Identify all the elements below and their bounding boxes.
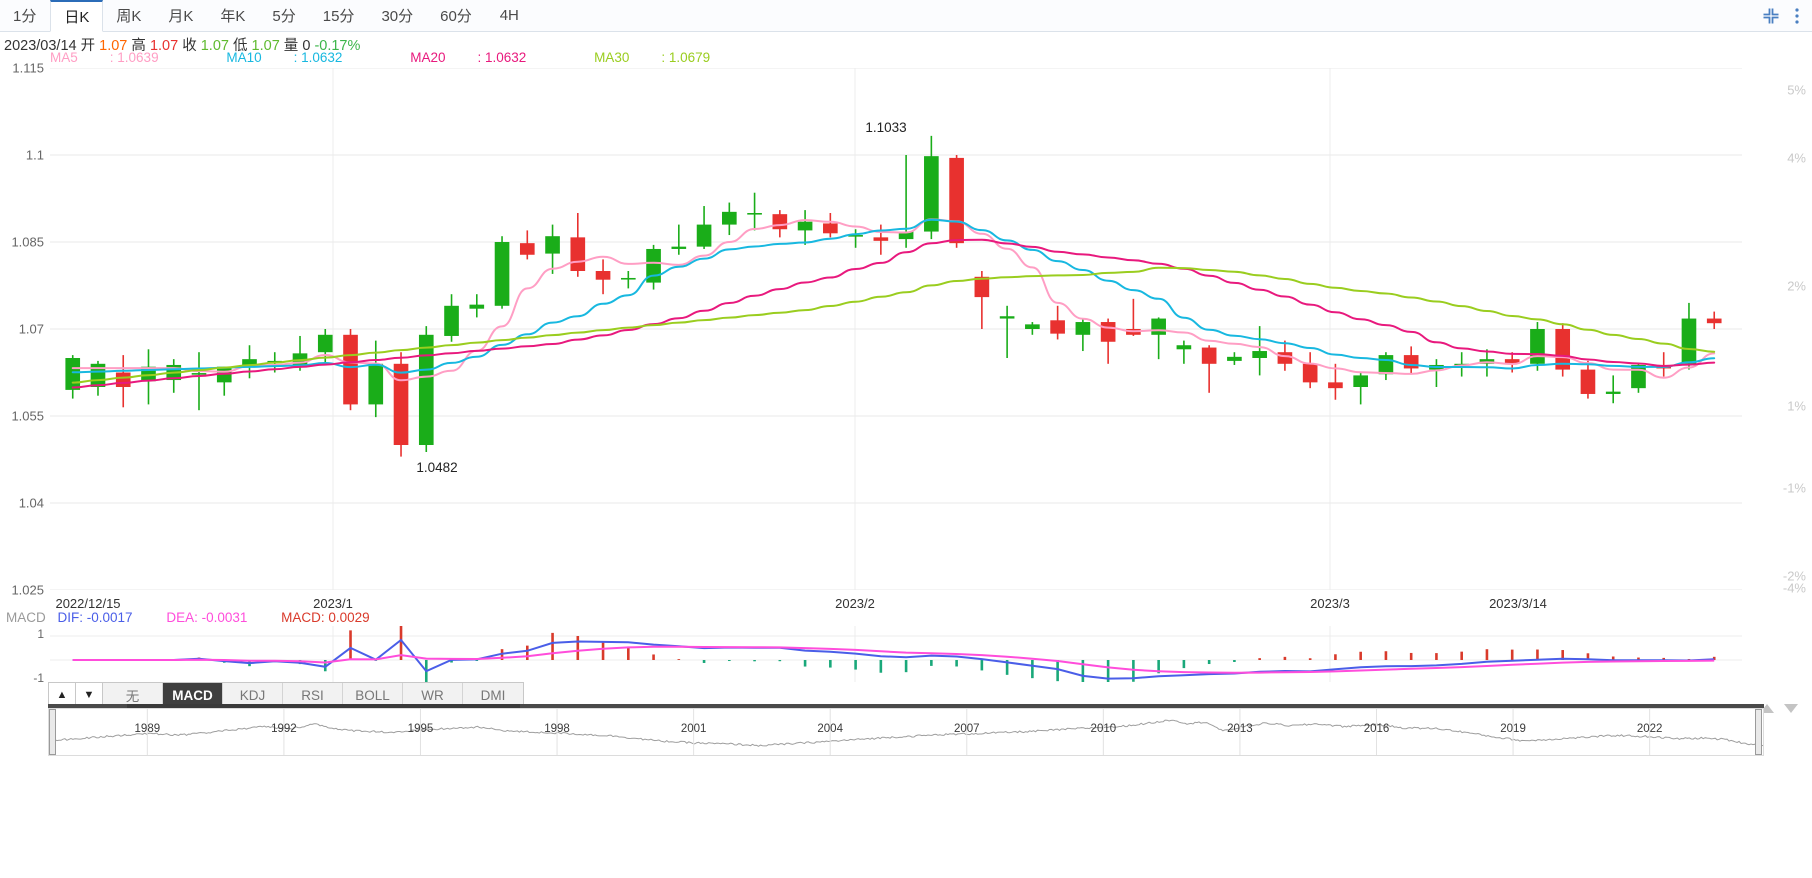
range-handle-left[interactable]	[49, 709, 56, 755]
date-axis: 2022/12/15 2023/1 2023/2 2023/3 2023/3/14	[0, 596, 1812, 614]
low-label: 低	[233, 38, 248, 54]
price-tick: 1.115	[12, 60, 44, 76]
ma30-legend: MA30: 1.0679	[594, 50, 711, 65]
indicator-tab-none[interactable]: 无	[103, 683, 163, 707]
macd-y-top: 1	[37, 627, 44, 641]
indicator-tab-kdj[interactable]: KDJ	[223, 683, 283, 707]
tabbar-actions	[1762, 0, 1812, 31]
price-tick: 1.025	[11, 582, 44, 598]
price-tick: 1.055	[11, 408, 44, 424]
percent-tick: -4%	[1782, 580, 1806, 596]
price-tick: 1.085	[11, 234, 44, 250]
ma5-legend: MA5: 1.0639	[50, 50, 159, 65]
ma10-legend: MA10: 1.0632	[226, 50, 343, 65]
candlestick-plot[interactable]	[50, 68, 1742, 590]
macd-legend: MACD DIF: -0.0017 DEA: -0.0031 MACD: 0.0…	[6, 610, 370, 625]
indicator-scroll-up[interactable]: ▲	[49, 683, 76, 707]
tab-weekly[interactable]: 周K	[116, 8, 142, 25]
high-value: 1.07	[149, 38, 179, 54]
zoom-out-triangle-icon[interactable]	[1784, 704, 1798, 713]
range-selector[interactable]: 1989 1992 1995 1998 2001 2004 2007 2010 2013 2016…	[48, 708, 1764, 756]
tab-monthly[interactable]: 月K	[168, 8, 194, 25]
percent-axis-right: 5% 4% 2% 1% -1% -2% -4%	[1744, 68, 1812, 596]
tab-yearly[interactable]: 年K	[220, 8, 246, 25]
percent-tick: 4%	[1787, 150, 1806, 166]
percent-tick: -2%	[1782, 568, 1806, 584]
tab-5min[interactable]: 5分	[272, 8, 296, 25]
percent-tick: 1%	[1787, 398, 1806, 414]
macd-y-bottom: -1	[33, 671, 44, 685]
range-scrollbar-thumb[interactable]	[126, 704, 520, 709]
ma-legend: MA5: 1.0639 MA10: 1.0632 MA20: 1.0632 MA…	[50, 50, 774, 65]
tab-60min[interactable]: 60分	[440, 8, 472, 25]
price-tick: 1.04	[18, 495, 44, 511]
macd-macd-value: MACD: 0.0029	[281, 610, 370, 625]
percent-tick: -1%	[1782, 480, 1806, 496]
date-tick: 2022/12/15	[55, 596, 121, 611]
indicator-tab-macd[interactable]: MACD	[163, 683, 223, 707]
ma20-legend: MA20: 1.0632	[410, 50, 527, 65]
close-label: 收	[182, 38, 197, 54]
indicator-tab-boll[interactable]: BOLL	[343, 683, 403, 707]
price-tick: 1.1	[25, 147, 44, 163]
more-vertical-icon[interactable]	[1794, 7, 1800, 25]
zoom-in-triangle-icon[interactable]	[1760, 704, 1774, 713]
tab-4h[interactable]: 4H	[499, 7, 519, 24]
date-tick: 2023/3	[1310, 596, 1350, 611]
indicator-scroll-down[interactable]: ▼	[76, 683, 103, 707]
price-annotation: 1.0482	[416, 460, 458, 475]
price-axis-left: 1.115 1.1 1.085 1.07 1.055 1.04 1.025	[0, 61, 48, 598]
low-value: 1.07	[251, 38, 280, 54]
tab-15min[interactable]: 15分	[322, 8, 355, 25]
percent-tick: 2%	[1787, 278, 1806, 294]
range-handle-right[interactable]	[1755, 709, 1762, 755]
indicator-tab-dmi[interactable]: DMI	[463, 683, 523, 707]
date-tick: 2023/3/14	[1489, 596, 1547, 611]
open-label: 开	[80, 38, 96, 54]
date-tick: 2023/2	[835, 596, 875, 611]
macd-axis: 1 -1	[0, 626, 48, 685]
price-annotation: 1.1033	[865, 120, 907, 135]
macd-title: MACD	[6, 610, 46, 625]
close-value: 1.07	[200, 38, 229, 54]
ohlc-legend: 2023/03/14 开 1.07 高 1.07 收 1.07 低 1.07 量…	[4, 34, 360, 55]
quote-date: 2023/03/14	[4, 38, 77, 54]
high-label: 高	[131, 38, 146, 54]
change-percent: -0.17%	[314, 38, 361, 54]
tab-daily[interactable]: 日K	[50, 0, 104, 32]
collapse-icon[interactable]	[1762, 7, 1780, 25]
open-value: 1.07	[99, 38, 128, 54]
volume-label: 量	[283, 38, 299, 54]
macd-dif-value: DIF: -0.0017	[57, 610, 133, 625]
date-tick: 2023/1	[313, 596, 353, 611]
macd-panel[interactable]	[50, 626, 1742, 682]
period-tabbar: 1分 日K 周K 月K 年K 5分 15分 30分 60分 4H	[0, 0, 1812, 32]
macd-dea-value: DEA: -0.0031	[166, 610, 248, 625]
tab-1min[interactable]: 1分	[13, 8, 37, 25]
indicator-tabbar: ▲ ▼ 无 MACD KDJ RSI BOLL WR DMI	[48, 682, 524, 708]
volume-value: 0	[302, 38, 311, 54]
indicator-tab-wr[interactable]: WR	[403, 683, 463, 707]
indicator-tab-rsi[interactable]: RSI	[283, 683, 343, 707]
tab-30min[interactable]: 30分	[381, 8, 414, 25]
price-tick: 1.07	[18, 321, 44, 337]
range-scrollbar-track[interactable]	[48, 704, 1764, 709]
percent-tick: 5%	[1787, 82, 1806, 98]
